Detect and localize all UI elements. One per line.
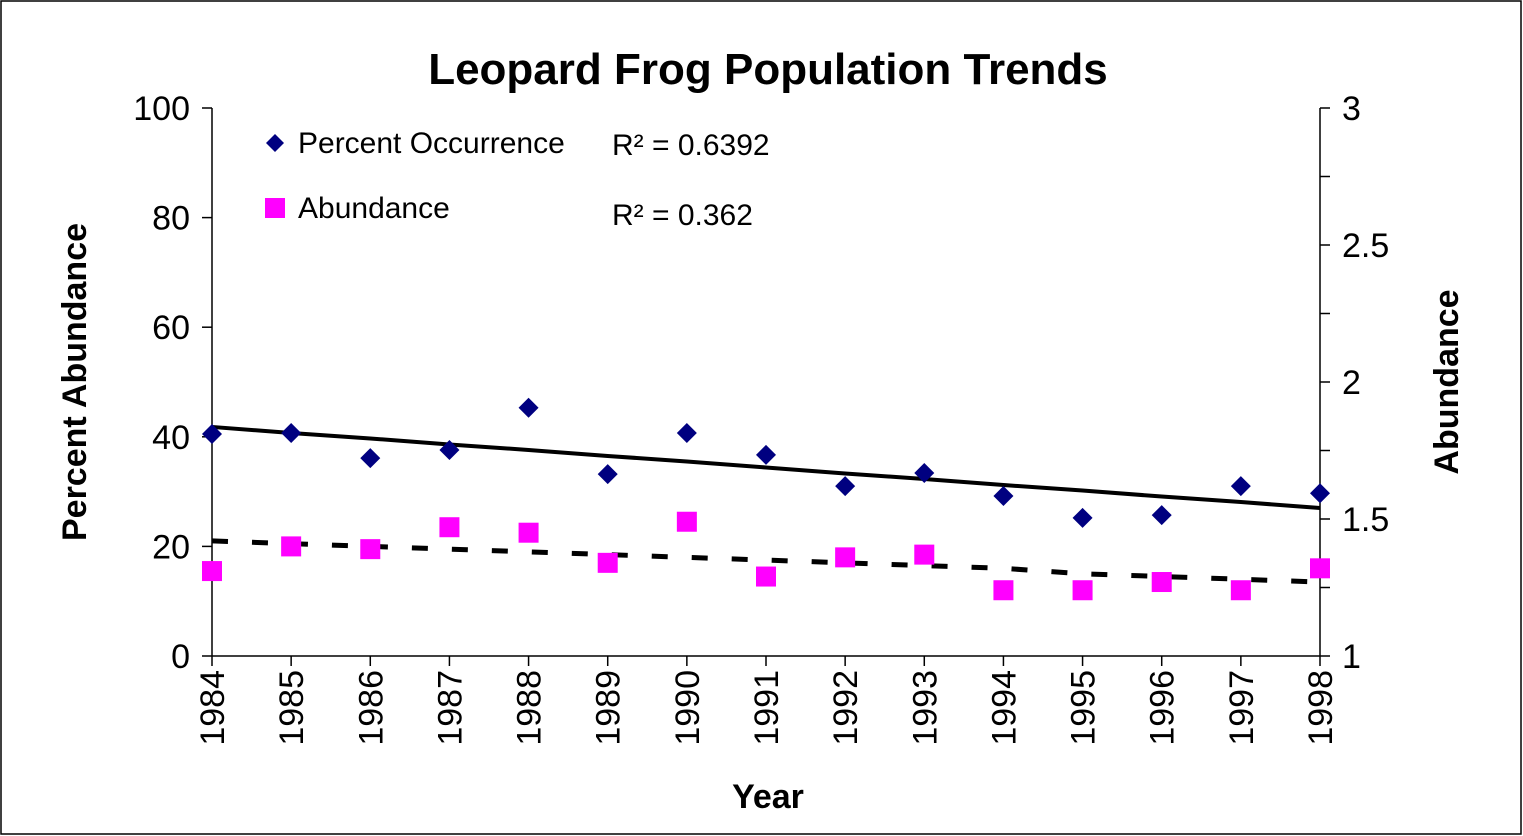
point [202, 424, 222, 445]
y-axis-label: Percent Abundance [56, 223, 94, 541]
y2-axis-label: Abundance [1428, 289, 1466, 474]
x-tick-label: 1984 [194, 670, 232, 746]
point [1230, 476, 1251, 497]
y2-tick-label: 1.5 [1342, 501, 1389, 539]
point [756, 566, 776, 587]
y-tick-label: 100 [133, 90, 190, 128]
legend-label: Percent Occurrence [298, 127, 565, 160]
x-tick-label: 1992 [827, 670, 865, 746]
y2-tick-label: 2.5 [1342, 227, 1389, 265]
x-tick-label: 1988 [511, 670, 549, 746]
point [281, 422, 302, 443]
point [439, 517, 460, 538]
x-tick-label: 1991 [748, 670, 786, 746]
x-tick-label: 1993 [906, 670, 944, 746]
x-tick-label: 1997 [1223, 670, 1261, 746]
point [1310, 483, 1330, 504]
legend-marker [265, 198, 285, 218]
legend-label: Abundance [298, 192, 450, 225]
x-tick-label: 1996 [1144, 670, 1182, 746]
x-tick-label: 1985 [273, 670, 311, 746]
point [439, 439, 460, 460]
point [360, 539, 381, 560]
trendline [211, 538, 1321, 585]
x-tick-label: 1986 [352, 670, 390, 746]
point [1310, 558, 1330, 579]
point [835, 476, 856, 497]
x-tick-label: 1995 [1065, 670, 1103, 746]
y-tick-label: 40 [152, 419, 190, 457]
trendline [211, 424, 1321, 511]
trendline-annotation: R² = 0.362 [612, 199, 753, 232]
point [1072, 507, 1093, 528]
point [993, 580, 1014, 601]
point [676, 422, 697, 443]
point [281, 536, 302, 557]
legend-marker [266, 134, 284, 152]
point [835, 547, 856, 568]
y2-tick-label: 2 [1342, 364, 1361, 402]
point [518, 397, 539, 418]
x-tick-label: 1987 [431, 670, 469, 746]
point [914, 544, 935, 565]
y-tick-label: 60 [152, 309, 190, 347]
point [360, 448, 381, 469]
point [518, 522, 539, 543]
chart-title: Leopard Frog Population Trends [428, 45, 1108, 94]
point [1230, 580, 1251, 601]
x-tick-label: 1990 [669, 670, 707, 746]
point [1151, 572, 1172, 593]
x-axis-label: Year [732, 778, 804, 816]
y2-tick-label: 3 [1342, 90, 1361, 128]
x-tick-label: 1989 [590, 670, 628, 746]
point [597, 552, 618, 573]
point [914, 462, 935, 483]
x-tick-label: 1994 [985, 670, 1023, 746]
y2-tick-label: 1 [1342, 638, 1361, 676]
y-tick-label: 0 [171, 638, 190, 676]
point [202, 561, 222, 582]
point [756, 444, 776, 465]
y-tick-label: 80 [152, 200, 190, 238]
point [676, 511, 697, 532]
point [1151, 505, 1172, 526]
x-tick-label: 1998 [1302, 670, 1340, 746]
trendline-annotation: R² = 0.6392 [612, 129, 770, 162]
point [597, 464, 618, 485]
point [993, 485, 1014, 506]
point [1072, 580, 1093, 601]
y-tick-label: 20 [152, 528, 190, 566]
